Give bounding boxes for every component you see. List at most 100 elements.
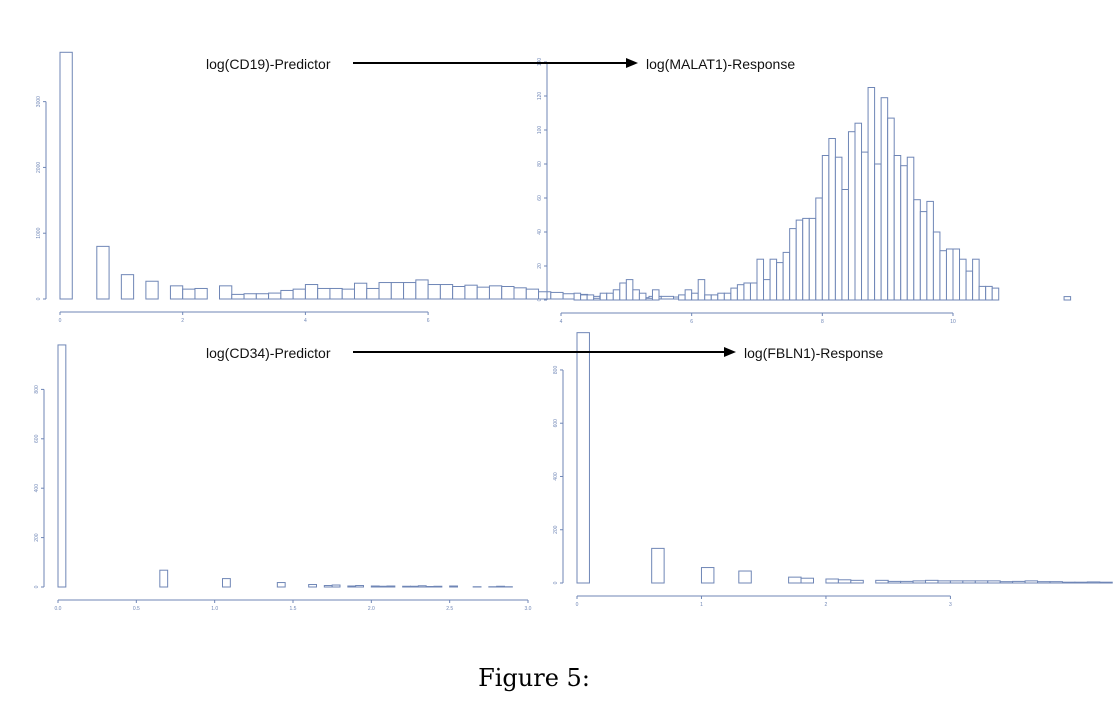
histogram-bar bbox=[1024, 580, 1039, 584]
histogram-bar bbox=[427, 284, 441, 300]
histogram-bar bbox=[638, 292, 647, 301]
y-tick-label: 200 bbox=[553, 525, 559, 534]
histogram-bar bbox=[952, 248, 961, 301]
histogram-bar bbox=[145, 280, 159, 300]
histogram-bar bbox=[789, 228, 797, 301]
y-tick-label: 600 bbox=[34, 434, 40, 443]
histogram-bar bbox=[403, 282, 417, 300]
histogram-bar bbox=[619, 282, 627, 301]
histogram-bar bbox=[606, 292, 614, 301]
histogram-bar bbox=[821, 155, 830, 301]
histogram-bar bbox=[433, 585, 443, 588]
histogram-bar bbox=[268, 292, 282, 300]
histogram-bar bbox=[1074, 581, 1088, 584]
histogram-bar bbox=[255, 293, 270, 300]
x-tick-label: 2 bbox=[825, 602, 828, 608]
histogram-bar bbox=[599, 292, 608, 301]
histogram-bar bbox=[169, 285, 184, 300]
x-tick-label: 10 bbox=[950, 319, 956, 325]
histogram-bar bbox=[900, 165, 908, 301]
histogram-bar bbox=[1099, 581, 1113, 584]
histogram-bar bbox=[756, 258, 765, 301]
histogram-bar bbox=[1086, 581, 1101, 584]
histogram-bar bbox=[974, 580, 989, 584]
histogram-bar bbox=[887, 117, 895, 301]
histogram-bar bbox=[962, 580, 976, 584]
histogram-bar bbox=[625, 279, 634, 301]
histogram-bar bbox=[292, 288, 306, 300]
histogram-bar bbox=[782, 251, 791, 301]
x-tick-label: 1.0 bbox=[211, 606, 218, 612]
histogram-bar bbox=[59, 51, 73, 300]
histogram-bar bbox=[355, 585, 365, 588]
histogram-bar bbox=[651, 289, 660, 301]
histogram-bar bbox=[913, 199, 921, 301]
histogram-bar bbox=[949, 580, 964, 584]
histogram-bar bbox=[580, 294, 588, 301]
histogram-bar bbox=[329, 287, 343, 300]
histogram-bar bbox=[243, 293, 257, 300]
histogram-bar bbox=[1049, 581, 1063, 584]
y-tick-label: 140 bbox=[537, 58, 543, 67]
histogram-bar bbox=[159, 569, 169, 588]
histogram-bar bbox=[612, 289, 621, 301]
histogram-bar bbox=[194, 287, 208, 300]
histogram-bar bbox=[476, 286, 490, 300]
y-tick-label: 400 bbox=[553, 472, 559, 481]
histogram-bar bbox=[366, 287, 380, 300]
histogram-bar bbox=[875, 579, 889, 584]
histogram-bar bbox=[222, 578, 231, 588]
x-tick-label: 0.0 bbox=[55, 606, 62, 612]
histogram-bar bbox=[825, 578, 839, 584]
histogram-bar bbox=[120, 274, 135, 300]
histogram-bar bbox=[704, 294, 712, 301]
histogram-bar bbox=[331, 584, 341, 588]
histogram-bar bbox=[347, 585, 357, 588]
histogram-bar bbox=[795, 219, 804, 301]
x-tick-label: 2.0 bbox=[368, 606, 375, 612]
histogram-bar bbox=[452, 286, 466, 300]
histogram-bar bbox=[317, 287, 331, 300]
histogram-bar bbox=[439, 284, 454, 300]
histogram-bar bbox=[308, 584, 318, 588]
histogram-bar bbox=[1012, 580, 1026, 584]
histogram-bar bbox=[417, 585, 427, 588]
histogram-bar bbox=[415, 279, 429, 300]
histogram-bar bbox=[736, 284, 745, 301]
histogram-bar bbox=[1063, 296, 1072, 301]
histogram-bar bbox=[991, 287, 1000, 301]
x-tick-label: 2.5 bbox=[446, 606, 453, 612]
histogram-bar bbox=[464, 284, 478, 300]
histogram-bar bbox=[926, 200, 934, 301]
y-tick-label: 400 bbox=[34, 484, 40, 493]
histogram-bar bbox=[645, 297, 653, 301]
histogram-bar bbox=[390, 282, 405, 300]
histogram-bar bbox=[323, 585, 333, 588]
histogram-bar bbox=[893, 155, 902, 301]
y-tick-label: 80 bbox=[537, 161, 543, 167]
histogram-bar bbox=[738, 570, 752, 584]
y-tick-label: 0 bbox=[36, 297, 42, 300]
histogram-bar bbox=[386, 585, 396, 588]
y-tick-label: 2000 bbox=[36, 162, 42, 173]
label-fbln1-response: log(FBLN1)-Response bbox=[744, 345, 883, 361]
histogram-bar bbox=[937, 580, 951, 584]
arrow-head-top bbox=[626, 58, 638, 68]
label-cd34-predictor: log(CD34)-Predictor bbox=[206, 345, 331, 361]
x-tick-label: 4 bbox=[304, 318, 307, 324]
x-tick-label: 1 bbox=[700, 602, 703, 608]
y-tick-label: 0 bbox=[537, 298, 543, 301]
x-tick-label: 4 bbox=[560, 319, 563, 325]
histogram-bar bbox=[919, 211, 928, 301]
histogram-bar bbox=[182, 288, 196, 300]
histogram-bar bbox=[900, 580, 914, 584]
histogram-bar bbox=[815, 197, 823, 301]
histogram-bar bbox=[802, 217, 810, 301]
x-tick-label: 0 bbox=[576, 602, 579, 608]
histogram-bar bbox=[850, 579, 864, 584]
x-tick-label: 1.5 bbox=[290, 606, 297, 612]
histogram-bar bbox=[972, 258, 980, 301]
histogram-bar bbox=[341, 288, 355, 300]
histogram-bar bbox=[834, 156, 843, 301]
histogram-bar bbox=[593, 297, 601, 301]
